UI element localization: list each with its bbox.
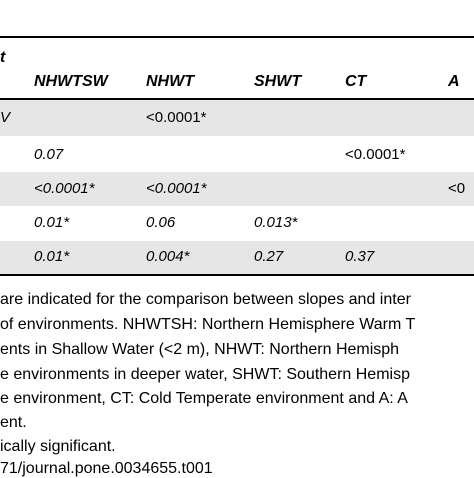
table-cell: 0.06 <box>146 214 176 231</box>
footnote-line: ically significant. <box>0 438 116 455</box>
table-cell: <0.0001* <box>146 109 207 126</box>
table-cell: V <box>0 109 11 126</box>
column-header-nhwt: NHWT <box>146 73 194 90</box>
table-top-rule <box>0 36 474 38</box>
table-cell: <0.0001* <box>345 146 406 163</box>
doi-line: 71/journal.pone.0034655.t001 <box>0 460 213 477</box>
table-cell: 0.004* <box>146 248 190 265</box>
column-header-nhwtsw: NHWTSW <box>34 73 108 90</box>
column-header-shwt: SHWT <box>254 73 302 90</box>
table-cell: 0.01* <box>34 248 70 265</box>
table-cell: 0.013* <box>254 214 298 231</box>
table-cell: <0 <box>448 180 466 197</box>
footnote-line: ents in Shallow Water (<2 m), NHWT: Nort… <box>0 341 400 358</box>
footnote-line: of environments. NHWTSH: Northern Hemisp… <box>0 316 416 333</box>
table-row-band <box>0 100 474 136</box>
table-cell: 0.37 <box>345 248 375 265</box>
table-bottom-rule <box>0 274 474 276</box>
table-row-band <box>0 172 474 206</box>
stub-header: t <box>0 49 6 66</box>
footnote-line: are indicated for the comparison between… <box>0 291 411 308</box>
table-row-band <box>0 241 474 274</box>
table-cell: <0.0001* <box>34 180 95 197</box>
footnote-line: ent. <box>0 414 27 431</box>
table-cell: 0.07 <box>34 146 64 163</box>
header-rule <box>0 98 474 100</box>
table-cell: <0.0001* <box>146 180 207 197</box>
footnote-line: e environments in deeper water, SHWT: So… <box>0 366 410 383</box>
footnote-line: e environment, CT: Cold Temperate enviro… <box>0 390 408 407</box>
column-header-ct: CT <box>345 73 367 90</box>
column-header-a: A <box>448 73 460 90</box>
table-cell: 0.01* <box>34 214 70 231</box>
table-cell: 0.27 <box>254 248 284 265</box>
